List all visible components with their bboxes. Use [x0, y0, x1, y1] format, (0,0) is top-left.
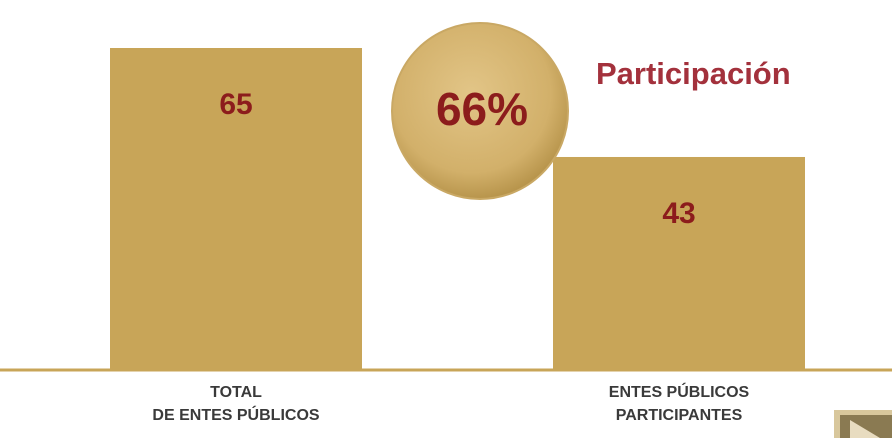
participation-title: Participación	[596, 56, 791, 91]
x-tick-label: DE ENTES PÚBLICOS	[152, 405, 319, 424]
participation-value: 66%	[436, 83, 528, 135]
value-label: 65	[219, 88, 252, 121]
bar	[110, 48, 362, 370]
x-tick-label: PARTICIPANTES	[616, 407, 743, 424]
value-label: 43	[662, 197, 695, 230]
x-tick-label: ENTES PÚBLICOS	[609, 382, 750, 401]
participation-circle	[391, 22, 569, 200]
nav-icon	[834, 410, 892, 438]
x-tick-label: TOTAL	[210, 384, 262, 401]
bar	[553, 156, 805, 370]
